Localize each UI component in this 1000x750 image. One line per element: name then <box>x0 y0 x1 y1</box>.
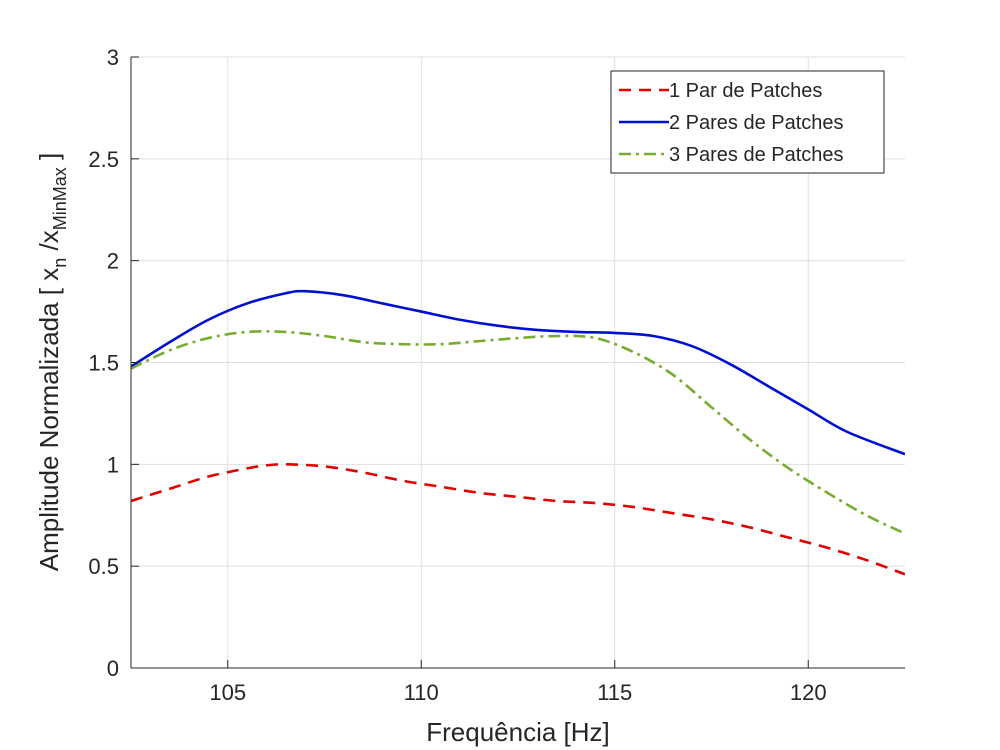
y-tick-label: 2 <box>107 249 119 274</box>
x-tick-label: 120 <box>790 680 827 705</box>
y-tick-label: 2.5 <box>88 147 119 172</box>
y-tick-label: 1 <box>107 452 119 477</box>
legend: 1 Par de Patches 2 Pares de Patches 3 Pare… <box>610 70 885 174</box>
legend-label-1: 1 Par de Patches <box>669 80 822 102</box>
x-axis-title: Frequência [Hz] <box>426 717 610 747</box>
axes <box>130 56 905 669</box>
y-axis-title-sub2: MinMax <box>50 167 70 230</box>
y-tick-label: 0.5 <box>88 554 119 579</box>
series-line-1 <box>131 462 905 576</box>
x-tick-label: 105 <box>209 680 246 705</box>
tick-labels: 105 110 115 120 0 0.5 1 1.5 2 2.5 3 <box>88 45 826 705</box>
y-tick-label: 0 <box>107 656 119 681</box>
y-tick-label: 3 <box>107 45 119 70</box>
legend-label-2: 2 Pares de Patches <box>669 112 844 134</box>
y-axis-title-mid: /x <box>34 230 64 257</box>
x-tick-label: 110 <box>404 680 439 705</box>
x-tick-label: 115 <box>597 680 632 705</box>
y-axis-title-main: Amplitude Normalizada [ x <box>34 268 64 571</box>
y-axis-title-end: ] <box>34 153 64 167</box>
series-line-3 <box>131 330 905 535</box>
series-line-2 <box>131 289 905 456</box>
legend-label-3: 3 Pares de Patches <box>669 144 844 166</box>
y-axis-title: Amplitude Normalizada [ xn /xMinMax ] <box>34 153 70 571</box>
series-layer <box>131 289 905 576</box>
y-axis-title-sub1: n <box>50 258 70 268</box>
y-tick-label: 1.5 <box>88 351 119 376</box>
